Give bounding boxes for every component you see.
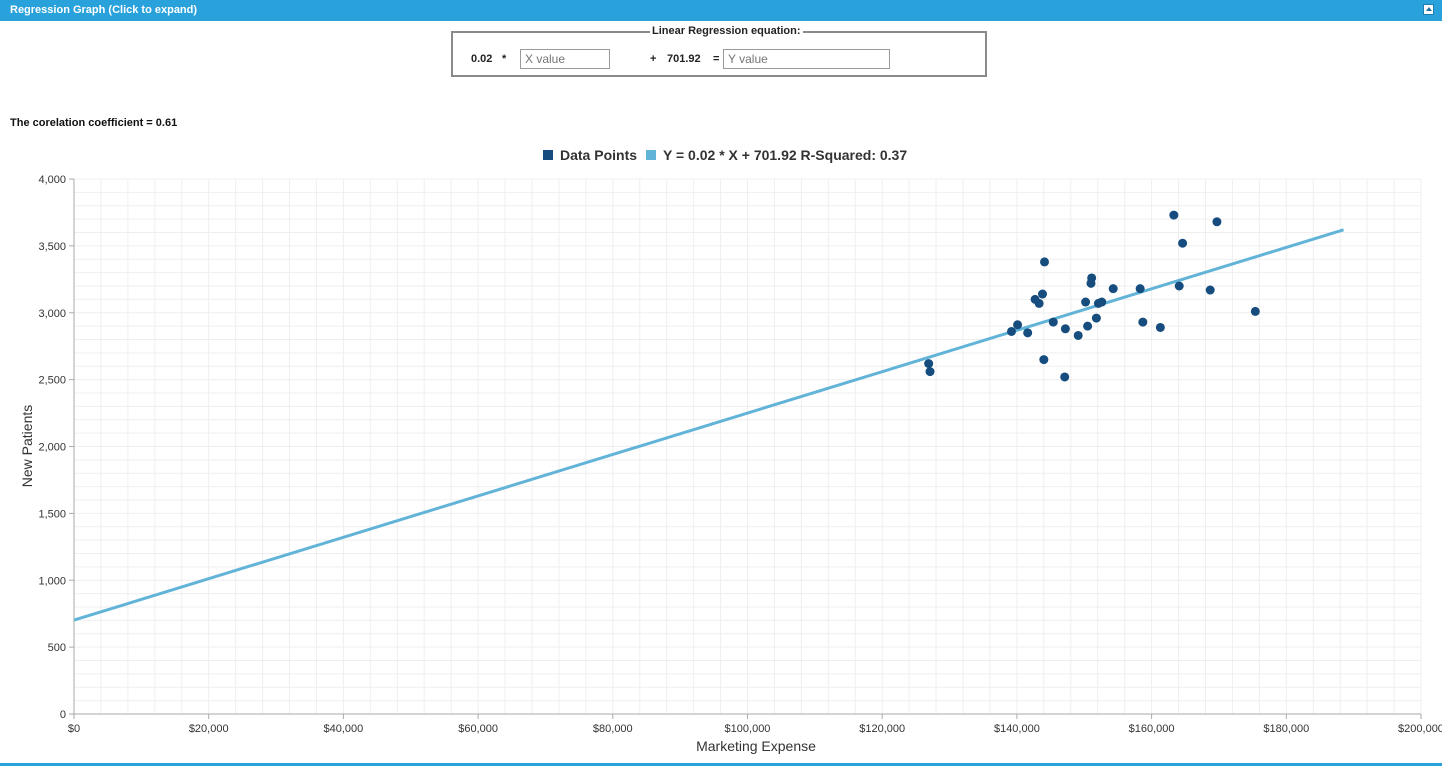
axes: $0 $20,000 $40,000 $60,000 $80,000 $100,000 $1… bbox=[38, 174, 1442, 735]
legend-label-1: Y = 0.02 * X + 701.92 R-Squared: 0.37 bbox=[663, 147, 907, 163]
regression-equation-box: Linear Regression equation: 0.02 * + 701… bbox=[451, 25, 987, 77]
data-point bbox=[1091, 313, 1101, 323]
x-tick-label: $20,000 bbox=[189, 723, 229, 735]
x-tick-label: $0 bbox=[68, 723, 80, 735]
legend-label-0: Data Points bbox=[560, 147, 637, 163]
x-tick-label: $100,000 bbox=[725, 723, 771, 735]
data-point bbox=[1155, 322, 1165, 332]
y-tick-label: 2,500 bbox=[38, 375, 66, 387]
y-tick-label: 3,500 bbox=[38, 241, 66, 253]
data-point bbox=[1174, 281, 1184, 291]
panel-header[interactable]: Regression Graph (Click to expand) bbox=[0, 0, 1442, 21]
y-tick-label: 1,000 bbox=[38, 575, 66, 587]
x-tick-label: $120,000 bbox=[859, 723, 905, 735]
data-point bbox=[1087, 273, 1097, 283]
y-axis-label: New Patients bbox=[19, 405, 35, 487]
data-point bbox=[1037, 289, 1047, 299]
data-point bbox=[1178, 238, 1188, 248]
y-tick-label: 2,000 bbox=[38, 442, 66, 454]
legend-marker-0 bbox=[543, 150, 553, 160]
data-point bbox=[924, 359, 934, 369]
y-value-input[interactable] bbox=[723, 49, 890, 69]
data-point bbox=[1060, 372, 1070, 382]
x-tick-label: $160,000 bbox=[1129, 723, 1175, 735]
y-tick-label: 500 bbox=[48, 642, 66, 654]
legend-marker-1 bbox=[646, 150, 657, 160]
intercept-value: 701.92 bbox=[667, 53, 701, 65]
data-point bbox=[1135, 284, 1145, 294]
x-value-input[interactable] bbox=[520, 49, 610, 69]
x-tick-label: $180,000 bbox=[1263, 723, 1309, 735]
y-tick-label: 4,000 bbox=[38, 174, 66, 186]
data-point bbox=[925, 367, 935, 377]
panel-bottom-border bbox=[0, 763, 1442, 766]
x-tick-label: $200,000 bbox=[1398, 723, 1442, 735]
regression-line bbox=[73, 228, 1344, 622]
y-tick-label: 0 bbox=[60, 709, 66, 721]
data-point bbox=[1212, 217, 1222, 227]
data-point bbox=[1034, 298, 1044, 308]
data-points bbox=[924, 210, 1260, 382]
data-point bbox=[1083, 321, 1093, 331]
correlation-coefficient: The corelation coefficient = 0.61 bbox=[10, 117, 178, 129]
panel-title[interactable]: Regression Graph (Click to expand) bbox=[10, 4, 198, 16]
equation-legend: Linear Regression equation: bbox=[650, 25, 803, 37]
x-tick-label: $40,000 bbox=[324, 723, 364, 735]
y-tick-label: 1,500 bbox=[38, 508, 66, 520]
regression-chart: $0 $20,000 $40,000 $60,000 $80,000 $100,000 $1… bbox=[19, 147, 1442, 754]
equals-sign: = bbox=[713, 53, 720, 65]
x-tick-label: $140,000 bbox=[994, 723, 1040, 735]
data-point bbox=[1007, 326, 1017, 336]
data-point bbox=[1013, 320, 1023, 330]
data-point bbox=[1205, 285, 1215, 295]
grid bbox=[73, 178, 1422, 715]
y-tick-label: 3,000 bbox=[38, 308, 66, 320]
multiply-sign: * bbox=[502, 53, 507, 65]
data-point bbox=[1060, 324, 1070, 334]
data-point bbox=[1023, 328, 1033, 338]
regression-line-layer bbox=[73, 228, 1344, 622]
data-point bbox=[1081, 297, 1091, 307]
data-point bbox=[1039, 355, 1049, 365]
data-point bbox=[1040, 257, 1050, 267]
data-point bbox=[1250, 306, 1260, 316]
data-point bbox=[1108, 284, 1118, 294]
x-tick-label: $80,000 bbox=[593, 723, 633, 735]
x-tick-label: $60,000 bbox=[458, 723, 498, 735]
slope-value: 0.02 bbox=[471, 53, 493, 65]
data-point bbox=[1097, 297, 1107, 307]
data-point bbox=[1138, 317, 1148, 327]
data-point bbox=[1048, 317, 1058, 327]
legend[interactable]: Data Points Y = 0.02 * X + 701.92 R-Squar… bbox=[543, 147, 907, 163]
x-axis-label: Marketing Expense bbox=[696, 738, 816, 754]
data-point bbox=[1169, 210, 1179, 220]
plus-sign: + bbox=[650, 53, 657, 65]
collapse-icon[interactable] bbox=[1423, 4, 1434, 15]
data-point bbox=[1073, 330, 1083, 340]
